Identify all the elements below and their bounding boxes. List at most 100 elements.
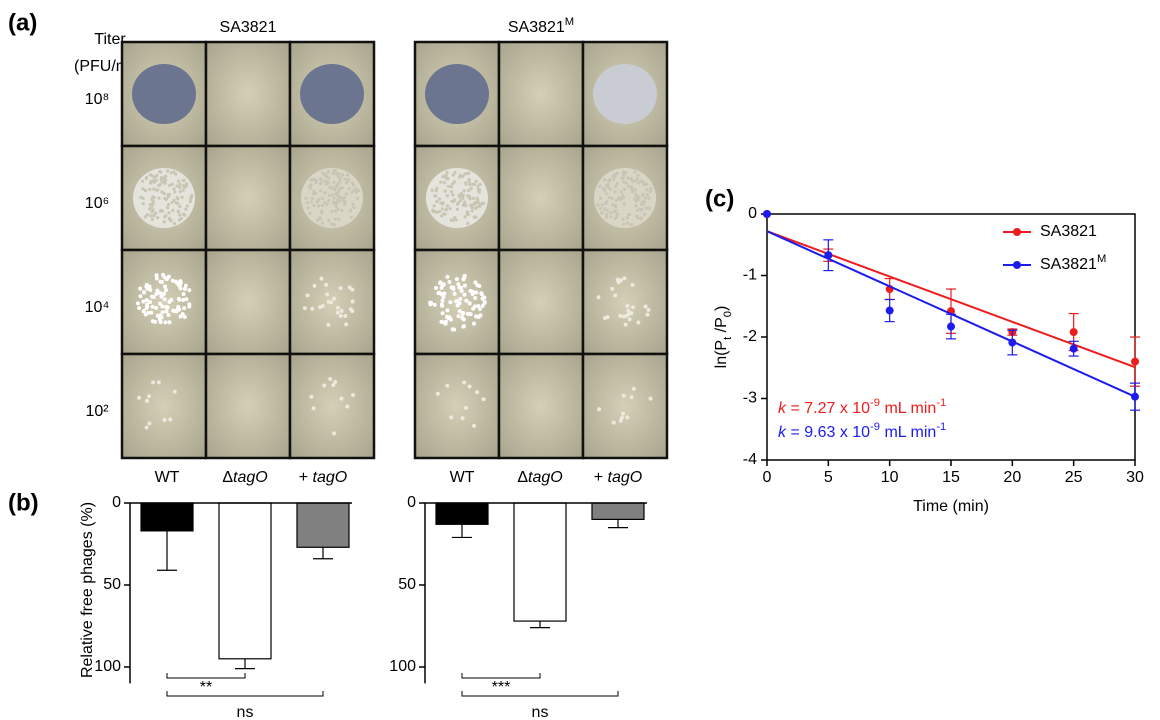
plaque xyxy=(185,204,189,208)
plaque xyxy=(141,196,145,200)
plaque xyxy=(470,205,474,210)
plaque xyxy=(442,174,446,178)
plaque xyxy=(439,180,443,184)
plaque xyxy=(599,196,603,200)
plaque xyxy=(475,283,480,288)
plaque xyxy=(332,180,336,184)
plaque xyxy=(605,213,609,217)
plaque xyxy=(148,173,152,177)
plaque xyxy=(161,272,166,277)
plaque xyxy=(477,307,482,312)
plaque xyxy=(326,322,331,327)
plaque xyxy=(144,306,149,311)
plaque xyxy=(438,209,442,214)
lysis-zone xyxy=(301,168,363,228)
plaque xyxy=(641,193,645,197)
plaque xyxy=(178,182,182,186)
significance-bracket xyxy=(461,673,541,679)
plaque xyxy=(141,299,146,304)
plaque xyxy=(187,288,192,293)
plaque xyxy=(326,180,330,185)
plaque xyxy=(152,195,156,200)
plaque xyxy=(470,209,474,213)
y-tick-label: 100 xyxy=(94,658,121,675)
plaque xyxy=(434,189,438,193)
plaque xyxy=(456,314,461,319)
plate-cell xyxy=(120,352,208,460)
plaque xyxy=(318,189,323,193)
significance-bracket xyxy=(166,691,324,697)
plaque xyxy=(621,314,626,319)
legend-marker xyxy=(1013,228,1021,236)
plaque xyxy=(456,282,461,287)
plaque xyxy=(447,279,452,284)
plaque xyxy=(478,182,482,186)
plaque xyxy=(475,205,479,209)
plaque xyxy=(156,216,160,220)
plaque xyxy=(639,217,644,221)
plaque xyxy=(347,285,352,290)
plaque xyxy=(334,200,339,205)
plaque xyxy=(607,195,611,200)
plaque xyxy=(620,411,625,416)
plaque xyxy=(144,298,149,303)
plaque xyxy=(154,291,159,296)
plaque xyxy=(438,281,443,286)
plaque xyxy=(597,407,602,412)
plaque xyxy=(350,393,355,398)
plaque xyxy=(475,390,480,395)
plaque xyxy=(449,285,454,290)
plaque xyxy=(625,415,630,420)
plaque xyxy=(460,194,464,198)
plaque xyxy=(163,288,168,293)
plaque xyxy=(350,190,354,194)
plaque xyxy=(148,288,153,293)
plaque xyxy=(336,194,340,198)
plate-cell xyxy=(497,248,585,356)
plate-cell xyxy=(497,40,585,148)
plaque xyxy=(336,207,340,212)
category-label: + tagO xyxy=(299,469,347,486)
plaque xyxy=(337,171,341,176)
plaque xyxy=(613,217,617,221)
plaque xyxy=(476,184,480,188)
data-point xyxy=(1131,357,1139,366)
plaque xyxy=(629,222,634,227)
plaque xyxy=(461,277,466,282)
plaque xyxy=(331,383,336,388)
plaque xyxy=(618,313,623,318)
plaque xyxy=(343,199,347,204)
plaque xyxy=(343,203,347,207)
plaque xyxy=(163,215,167,219)
plaque xyxy=(452,180,457,184)
plaque xyxy=(442,291,447,296)
plaque xyxy=(177,218,182,222)
plaque xyxy=(464,204,468,208)
plaque xyxy=(432,204,436,208)
x-tick-label: 5 xyxy=(824,469,833,486)
plaque xyxy=(346,179,350,183)
plaque xyxy=(148,187,152,191)
plaque xyxy=(603,315,608,320)
plaque xyxy=(440,311,445,316)
plaque xyxy=(446,184,451,189)
plaque xyxy=(325,202,329,206)
plaque xyxy=(343,177,347,181)
plaque xyxy=(634,204,638,208)
plaque xyxy=(478,204,482,208)
plaque xyxy=(603,178,607,182)
plaque xyxy=(626,184,631,188)
plaque xyxy=(172,198,176,202)
plaque xyxy=(459,288,464,293)
plaque xyxy=(458,198,463,203)
plaque xyxy=(315,200,319,204)
lysis-zone xyxy=(425,64,489,124)
plaque xyxy=(162,417,167,422)
plaque xyxy=(465,311,470,316)
plaque xyxy=(626,212,631,217)
plaque xyxy=(472,321,477,326)
plaque xyxy=(327,218,331,222)
plaque xyxy=(642,212,647,216)
plaque xyxy=(320,303,325,308)
plaque xyxy=(449,415,454,420)
